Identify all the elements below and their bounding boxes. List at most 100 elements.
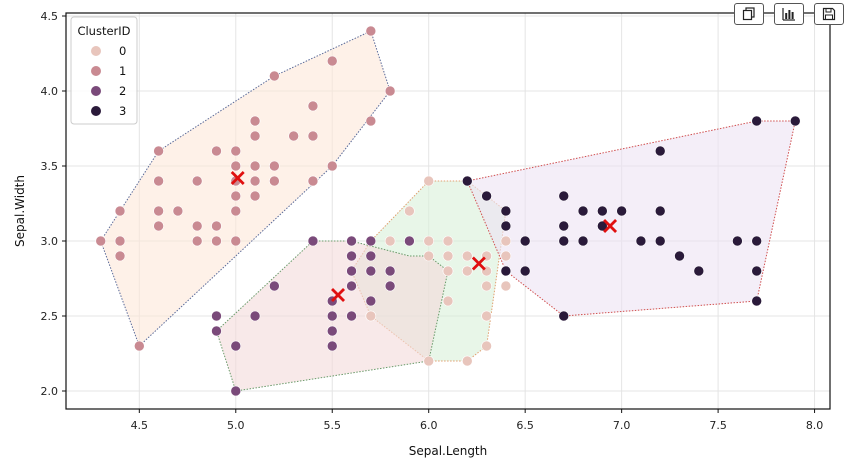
cluster-1-point <box>269 160 280 172</box>
save-button[interactable] <box>814 3 844 25</box>
cluster-1-point <box>134 340 145 352</box>
legend-label-1: 1 <box>119 64 126 78</box>
cluster-1-point <box>153 220 164 232</box>
cluster-1-point <box>114 235 126 247</box>
legend: ClusterID 0 1 2 3 <box>70 16 138 125</box>
cluster-1-point <box>269 70 280 82</box>
cluster-2-point <box>230 340 242 352</box>
cluster-3-point <box>751 115 762 127</box>
legend-title: ClusterID <box>77 24 130 38</box>
cluster-0-point <box>442 235 454 247</box>
cluster-1-point <box>172 205 184 217</box>
cluster-2-point <box>307 235 319 247</box>
cluster-0-point <box>461 250 473 262</box>
cluster-2-point <box>346 280 357 292</box>
centroid-stroke <box>331 288 346 302</box>
cluster-3-point <box>751 235 762 247</box>
cluster-2-point <box>365 265 377 277</box>
cluster-0-point <box>404 205 415 217</box>
save-icon <box>822 7 836 21</box>
cluster-2-point <box>326 310 338 322</box>
cluster-3-point <box>597 220 608 232</box>
cluster-2-point <box>365 235 377 247</box>
cluster-2-point <box>365 295 377 307</box>
x-tick-label: 7.0 <box>613 419 631 432</box>
x-tick-label: 5.5 <box>323 419 341 432</box>
cluster-2-point <box>346 235 357 247</box>
cluster-0-point <box>481 280 492 292</box>
cluster-1-point <box>191 175 203 187</box>
cluster-0-point <box>423 355 435 367</box>
plot-frame <box>65 12 831 410</box>
cluster-1-hull <box>100 30 391 347</box>
cluster-1-point <box>114 205 126 217</box>
chart-button[interactable] <box>774 3 804 25</box>
x-tick-label: 5.0 <box>227 419 245 432</box>
cluster-1-point <box>249 160 261 172</box>
cluster-1-point <box>365 115 377 127</box>
y-axis-title: Sepal.Width <box>13 175 27 247</box>
centroid-stroke <box>471 256 486 271</box>
cluster-2-point <box>346 250 357 262</box>
cluster-3-point <box>751 295 762 307</box>
y-tick-label: 3.0 <box>41 235 59 248</box>
x-tick-label: 4.5 <box>131 419 149 432</box>
cluster-2-point <box>326 340 338 352</box>
cluster-0-point <box>442 295 454 307</box>
cluster-2-point <box>346 310 357 322</box>
cluster-1-point <box>230 190 242 202</box>
cluster-2-point <box>326 325 338 337</box>
cluster-2-point <box>230 385 242 397</box>
cluster-3-point <box>654 205 666 217</box>
x-tick-label: 7.5 <box>709 419 727 432</box>
data-points <box>95 25 801 397</box>
cluster-1-point <box>326 55 338 67</box>
cluster-3-point <box>558 190 570 202</box>
cluster-1-point <box>249 115 261 127</box>
legend-marker-0 <box>91 46 101 56</box>
cluster-0-point <box>500 250 512 262</box>
cluster-3-point <box>616 205 627 217</box>
cluster-1-point <box>230 205 242 217</box>
cluster-1-point <box>384 85 396 97</box>
cluster-3-point <box>461 175 473 187</box>
cluster-3-point <box>732 235 743 247</box>
cluster-1-point <box>114 250 126 262</box>
cluster-3-point <box>558 220 570 232</box>
cluster-3-point <box>789 115 801 127</box>
cluster-0-point <box>481 310 492 322</box>
cluster-0-point <box>423 235 435 247</box>
cluster-2-point <box>346 265 357 277</box>
cluster-3-point <box>558 310 570 322</box>
copy-icon <box>742 7 755 21</box>
legend-marker-2 <box>91 86 101 96</box>
cluster-3-point <box>751 265 762 277</box>
cluster-0-point <box>461 355 473 367</box>
cluster-1-point <box>95 235 107 247</box>
cluster-1-point <box>307 175 319 187</box>
legend-box <box>70 16 138 125</box>
cluster-1-point <box>153 175 164 187</box>
cluster-3-point <box>500 265 512 277</box>
centroid-stroke <box>230 171 245 185</box>
cluster-1-point <box>365 25 377 37</box>
cluster-3-point <box>674 250 685 262</box>
x-tick-label: 6.0 <box>420 419 438 432</box>
cluster-2-point <box>404 235 415 247</box>
cluster-3-point <box>519 235 531 247</box>
copy-button[interactable] <box>734 3 764 25</box>
cluster-1-point <box>307 130 319 142</box>
cluster-1-point <box>326 160 338 172</box>
cluster-0-point <box>384 235 396 247</box>
cluster-2-point <box>365 250 377 262</box>
cluster-0-point <box>481 340 492 352</box>
cluster-1-point <box>230 235 242 247</box>
cluster-2-point <box>211 310 222 322</box>
legend-label-3: 3 <box>119 104 126 118</box>
cluster-1-point <box>307 100 319 112</box>
x-tick-label: 8.0 <box>806 419 824 432</box>
cluster-3-point <box>577 205 589 217</box>
cluster-0-point <box>500 235 512 247</box>
cluster-1-point <box>211 145 222 157</box>
